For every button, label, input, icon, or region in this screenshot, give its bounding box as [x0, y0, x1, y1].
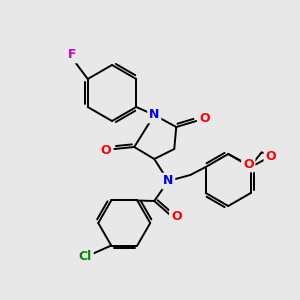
Text: N: N: [149, 109, 159, 122]
Text: O: O: [100, 145, 111, 158]
Text: N: N: [163, 175, 173, 188]
Text: O: O: [243, 158, 254, 170]
Text: F: F: [68, 49, 76, 62]
Text: O: O: [266, 149, 276, 163]
Text: Cl: Cl: [79, 250, 92, 263]
Text: O: O: [171, 211, 181, 224]
Text: O: O: [199, 112, 210, 124]
